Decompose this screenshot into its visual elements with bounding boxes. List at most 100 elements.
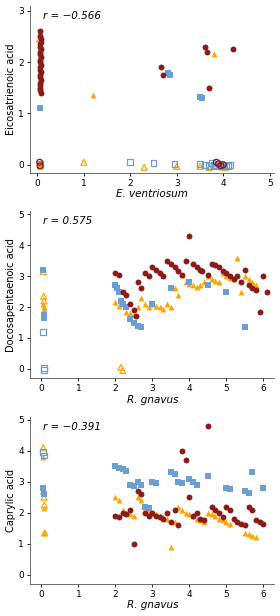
Point <box>38 80 42 90</box>
Point <box>169 259 173 269</box>
Point <box>119 362 123 372</box>
Point <box>41 265 46 275</box>
Point <box>165 299 169 309</box>
Point <box>198 159 202 169</box>
Point <box>128 505 132 514</box>
Point <box>128 315 132 325</box>
Point <box>172 469 177 479</box>
Point <box>242 528 247 538</box>
Point <box>214 157 219 167</box>
Point <box>39 36 43 46</box>
Point <box>172 505 177 514</box>
Point <box>169 468 173 477</box>
Point <box>43 528 47 538</box>
Point <box>38 67 43 77</box>
Point <box>206 270 210 280</box>
Point <box>176 520 181 530</box>
Point <box>38 161 42 171</box>
Point <box>146 505 151 514</box>
Point <box>150 262 155 272</box>
Point <box>38 86 42 95</box>
Point <box>242 322 247 332</box>
Point <box>135 486 140 496</box>
Point <box>42 296 46 306</box>
Point <box>113 492 118 502</box>
Point <box>117 270 121 280</box>
Point <box>224 501 228 511</box>
Point <box>202 42 207 52</box>
Point <box>219 163 223 172</box>
Point <box>187 492 192 502</box>
Point <box>224 268 228 278</box>
Point <box>195 514 199 524</box>
Point <box>41 447 46 457</box>
Point <box>41 503 46 513</box>
Point <box>132 305 136 315</box>
Point <box>38 34 43 44</box>
Point <box>150 508 155 517</box>
Point <box>216 161 221 171</box>
Point <box>38 34 42 44</box>
Point <box>165 68 170 78</box>
Point <box>209 158 214 168</box>
Point <box>91 91 95 100</box>
Point <box>154 265 158 275</box>
Point <box>168 70 172 80</box>
Point <box>38 52 43 62</box>
Point <box>143 501 147 511</box>
Point <box>246 280 251 290</box>
Point <box>172 283 177 293</box>
Point <box>261 483 266 493</box>
Point <box>209 274 214 284</box>
Point <box>206 280 210 290</box>
Point <box>161 513 166 522</box>
Point <box>213 505 218 514</box>
Point <box>38 62 42 72</box>
Point <box>242 271 247 281</box>
Point <box>42 492 46 502</box>
Point <box>38 159 43 169</box>
Point <box>143 508 147 517</box>
Point <box>38 160 43 170</box>
Point <box>38 44 43 54</box>
Point <box>158 511 162 521</box>
Point <box>150 299 155 309</box>
Point <box>38 39 42 49</box>
Point <box>158 62 163 72</box>
Point <box>38 55 42 65</box>
Point <box>228 160 232 170</box>
Point <box>246 501 251 511</box>
Point <box>265 286 269 296</box>
Point <box>38 57 42 67</box>
Point <box>198 265 203 275</box>
Point <box>216 159 221 169</box>
Point <box>154 479 158 488</box>
Point <box>115 283 120 293</box>
Point <box>216 159 221 169</box>
Point <box>250 531 255 541</box>
Point <box>124 509 129 519</box>
Point <box>154 301 158 310</box>
Point <box>41 291 46 301</box>
Point <box>226 161 230 171</box>
Point <box>139 283 144 293</box>
Point <box>139 293 144 302</box>
Point <box>228 273 232 283</box>
Point <box>221 160 225 170</box>
Text: r = −0.566: r = −0.566 <box>43 10 101 20</box>
Text: r = −0.391: r = −0.391 <box>43 422 101 432</box>
Point <box>209 259 214 269</box>
Point <box>41 327 46 337</box>
Point <box>38 88 43 98</box>
Point <box>220 267 225 277</box>
Point <box>135 492 140 502</box>
Point <box>169 302 173 312</box>
Point <box>121 508 125 517</box>
Point <box>124 466 129 476</box>
Point <box>38 161 42 171</box>
Point <box>202 160 207 170</box>
Point <box>113 461 118 471</box>
Point <box>38 49 42 59</box>
Point <box>183 277 188 287</box>
Point <box>117 463 121 473</box>
